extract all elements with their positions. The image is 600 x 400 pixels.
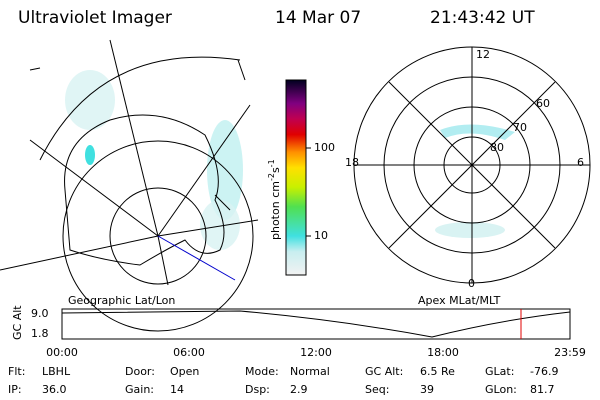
geographic-image <box>0 39 259 332</box>
field-key: Seq: <box>365 383 389 396</box>
polar-plot <box>353 46 591 284</box>
field-key: IP: <box>8 383 22 396</box>
title: Ultraviolet Imager <box>18 8 172 28</box>
colorbar-exp: -2 <box>267 173 276 181</box>
field-value: 14 <box>170 383 184 396</box>
colorbar-tick: 10 <box>314 229 328 242</box>
field-value: 39 <box>420 383 434 396</box>
date: 14 Mar 07 <box>275 8 361 28</box>
alt-tick: 9.0 <box>31 307 49 320</box>
left-panel-label: Geographic Lat/Lon <box>68 294 175 307</box>
field-value: 36.0 <box>42 383 67 396</box>
footer: Flt: LBHL Door: Open Mode: Normal GC Alt: 6.5 R… <box>8 365 558 396</box>
field-value: 6.5 Re <box>420 365 455 378</box>
field-key: Door: <box>125 365 155 378</box>
alt-ylabel: GC Alt <box>11 305 24 340</box>
colorbar-label-text: photon cm <box>269 181 282 240</box>
field-value: 2.9 <box>290 383 308 396</box>
alt-xtick: 23:59 <box>554 346 586 359</box>
right-panel-label: Apex MLat/MLT <box>418 294 501 307</box>
colorbar-exp: -1 <box>267 159 276 167</box>
field-value: 81.7 <box>530 383 555 396</box>
field-value: -76.9 <box>530 365 558 378</box>
mlt-label: 18 <box>345 156 359 169</box>
alt-tick: 1.8 <box>31 327 49 340</box>
lat-label: 80 <box>490 141 504 154</box>
field-value: LBHL <box>42 365 71 378</box>
colorbar-label: photon cm-2s-1 <box>267 159 283 240</box>
field-key: Dsp: <box>245 383 270 396</box>
alt-xtick: 06:00 <box>173 346 205 359</box>
lat-label: 70 <box>513 121 527 134</box>
time: 21:43:42 UT <box>430 8 535 28</box>
altitude-curve <box>61 310 571 338</box>
colorbar <box>285 79 307 276</box>
alt-xtick: 00:00 <box>46 346 78 359</box>
altitude-frame <box>61 308 571 340</box>
field-key: Mode: <box>245 365 279 378</box>
alt-xtick: 12:00 <box>300 346 332 359</box>
lat-label: 60 <box>536 97 550 110</box>
mlt-label: 0 <box>468 277 475 290</box>
field-key: Gain: <box>125 383 154 396</box>
field-key: GLat: <box>485 365 514 378</box>
alt-xtick: 18:00 <box>427 346 459 359</box>
field-value: Open <box>170 365 199 378</box>
field-value: Normal <box>290 365 330 378</box>
mlt-label: 12 <box>476 48 490 61</box>
mlt-label: 6 <box>577 156 584 169</box>
colorbar-tick: 100 <box>314 141 335 154</box>
colorbar-unit: s <box>269 167 282 173</box>
field-key: Flt: <box>8 365 25 378</box>
field-key: GLon: <box>485 383 517 396</box>
field-key: GC Alt: <box>365 365 403 378</box>
